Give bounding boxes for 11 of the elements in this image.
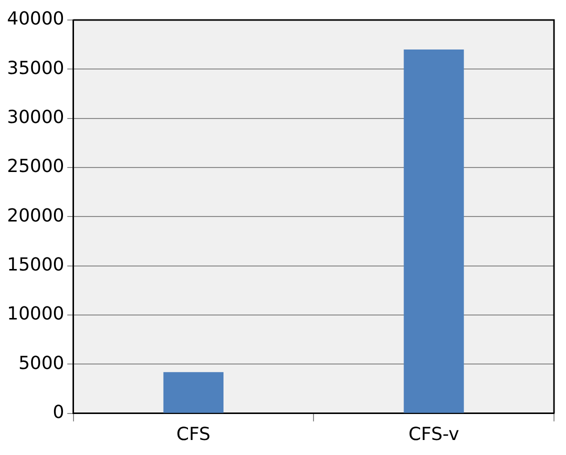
y-tick-label: 0 <box>52 402 64 424</box>
y-tick-label: 20000 <box>6 205 64 226</box>
y-tick-label: 25000 <box>6 156 64 178</box>
x-tick-label: CFS-v <box>408 424 460 445</box>
y-tick-label: 40000 <box>6 8 64 30</box>
y-tick-label: 30000 <box>6 107 64 128</box>
y-tick-label: 15000 <box>6 254 64 276</box>
y-tick-label: 35000 <box>6 58 64 79</box>
y-tick-label: 5000 <box>18 352 64 374</box>
x-tick-label: CFS <box>176 424 210 445</box>
y-tick-label: 10000 <box>6 304 64 325</box>
